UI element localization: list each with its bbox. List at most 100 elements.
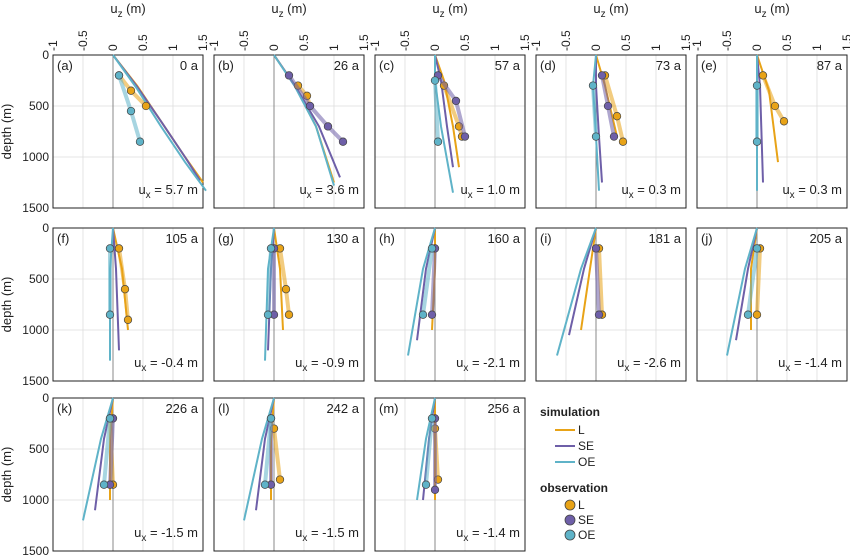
obs-point-OE	[588, 81, 598, 90]
panel-label: (c)	[379, 58, 394, 73]
panel-time: 226 a	[165, 401, 198, 416]
obs-point-OE	[752, 81, 762, 90]
panel-time: 73 a	[656, 58, 682, 73]
axes-box	[52, 397, 204, 552]
legend-sim-L-label: L	[578, 423, 585, 437]
obs-trend-OE	[421, 248, 434, 315]
obs-trend-OE	[433, 80, 440, 142]
obs-point-OE	[126, 106, 136, 116]
x-tick-label: 0.5	[458, 34, 472, 51]
legend-obs-SE-marker	[564, 514, 576, 526]
x-tick-label: -1	[529, 40, 543, 51]
x-tick-label: -0.5	[720, 30, 734, 51]
legend-sim-OE-label: OE	[578, 455, 595, 469]
y-tick-label: 1000	[22, 493, 49, 507]
panel-time: 256 a	[487, 401, 520, 416]
axes-box	[374, 54, 526, 209]
y-axis-label: depth (m)	[0, 104, 14, 160]
obs-trend-L	[272, 428, 282, 480]
panel-ux: ux = 0.3 m	[621, 182, 681, 201]
axes-box	[213, 227, 365, 382]
panel-ux: ux = -2.1 m	[456, 355, 520, 374]
obs-point-OE	[263, 310, 273, 319]
panel-time: 105 a	[165, 231, 198, 246]
panel-g: (g) 130 a ux = -0.9 m	[213, 227, 365, 382]
obs-point-OE	[743, 310, 753, 319]
panel-label: (k)	[57, 401, 72, 416]
x-tick-label: 1	[488, 44, 502, 51]
obs-point-OE	[427, 414, 437, 423]
x-tick-label: 1	[810, 44, 824, 51]
obs-point-OE	[99, 480, 109, 489]
sim-line-SE	[434, 54, 454, 168]
obs-point-OE	[105, 244, 115, 253]
axes-box	[52, 54, 204, 209]
panel-ux: ux = 5.7 m	[138, 182, 198, 201]
obs-trend-SE	[108, 418, 115, 485]
panel-ux: ux = -0.4 m	[134, 355, 198, 374]
panel-j: (j) 205 a ux = -1.4 m	[696, 227, 848, 382]
obs-trend-L	[761, 74, 786, 123]
y-tick-label: 1000	[22, 150, 49, 164]
obs-point-SE	[427, 310, 437, 319]
panel-time: 0 a	[180, 58, 199, 73]
panel-time: 205 a	[809, 231, 842, 246]
obs-point-L	[779, 117, 789, 126]
obs-trend-L	[597, 248, 604, 315]
panel-ux: ux = 1.0 m	[460, 182, 520, 201]
axes-box	[374, 397, 526, 552]
x-tick-label: -1	[46, 40, 60, 51]
axes-box	[213, 54, 365, 209]
y-axis-label: depth (m)	[0, 447, 14, 503]
x-axis-label: uz (m)	[432, 1, 467, 20]
obs-point-OE	[266, 414, 276, 423]
axes-box	[696, 227, 848, 382]
obs-point-L	[275, 475, 285, 484]
obs-trend-L	[117, 248, 130, 320]
x-tick-label: 0.5	[297, 34, 311, 51]
y-tick-label: 0	[42, 391, 49, 405]
obs-trend-SE	[594, 248, 601, 315]
x-tick-label: 1.5	[357, 34, 371, 51]
y-tick-label: 0	[42, 221, 49, 235]
obs-point-SE	[609, 132, 619, 141]
legend-obs-L-label: L	[578, 498, 585, 512]
panel-label: (l)	[218, 401, 230, 416]
axes-box	[213, 397, 365, 552]
panel-ux: ux = -1.5 m	[134, 525, 198, 544]
panel-time: 87 a	[817, 58, 843, 73]
panel-time: 242 a	[326, 401, 359, 416]
axes-box	[535, 227, 687, 382]
panel-label: (j)	[701, 231, 713, 246]
obs-trend-OE	[102, 418, 112, 485]
sim-line-OE	[243, 397, 275, 521]
x-tick-label: 0	[106, 44, 120, 51]
y-tick-label: 500	[29, 99, 49, 113]
x-tick-label: -0.5	[398, 30, 412, 51]
x-tick-label: 0.5	[619, 34, 633, 51]
obs-point-L	[141, 101, 151, 111]
x-tick-label: -1	[690, 40, 704, 51]
axes-box	[696, 54, 848, 209]
sim-line-OE	[726, 227, 758, 356]
obs-point-SE	[597, 71, 607, 80]
obs-point-L	[123, 315, 133, 324]
obs-trend-SE	[287, 74, 345, 144]
legend-obs-L-marker	[564, 499, 576, 511]
panel-time: 130 a	[326, 231, 359, 246]
sim-line-OE	[82, 397, 114, 521]
sim-line-OE	[112, 54, 207, 192]
x-tick-label: 1.5	[518, 34, 532, 51]
panel-c: (c) 57 a ux = 1.0 m -1 -0.5 0 0.5 1 1.5 uz (m)	[368, 1, 532, 209]
legend-simulation-title: simulation	[540, 405, 600, 419]
panel-time: 181 a	[648, 231, 681, 246]
legend-obs-SE-label: SE	[578, 513, 594, 527]
obs-point-OE	[135, 137, 145, 146]
obs-point-OE	[430, 76, 440, 85]
y-tick-label: 500	[29, 272, 49, 286]
panel-label: (m)	[379, 401, 399, 416]
panel-a: (a) 0 a ux = 5.7 m 0 500 1000 1500 depth (m) -1 -…	[0, 1, 210, 215]
y-tick-label: 0	[42, 48, 49, 62]
x-axis-label: uz (m)	[754, 1, 789, 20]
panel-time: 26 a	[334, 58, 360, 73]
